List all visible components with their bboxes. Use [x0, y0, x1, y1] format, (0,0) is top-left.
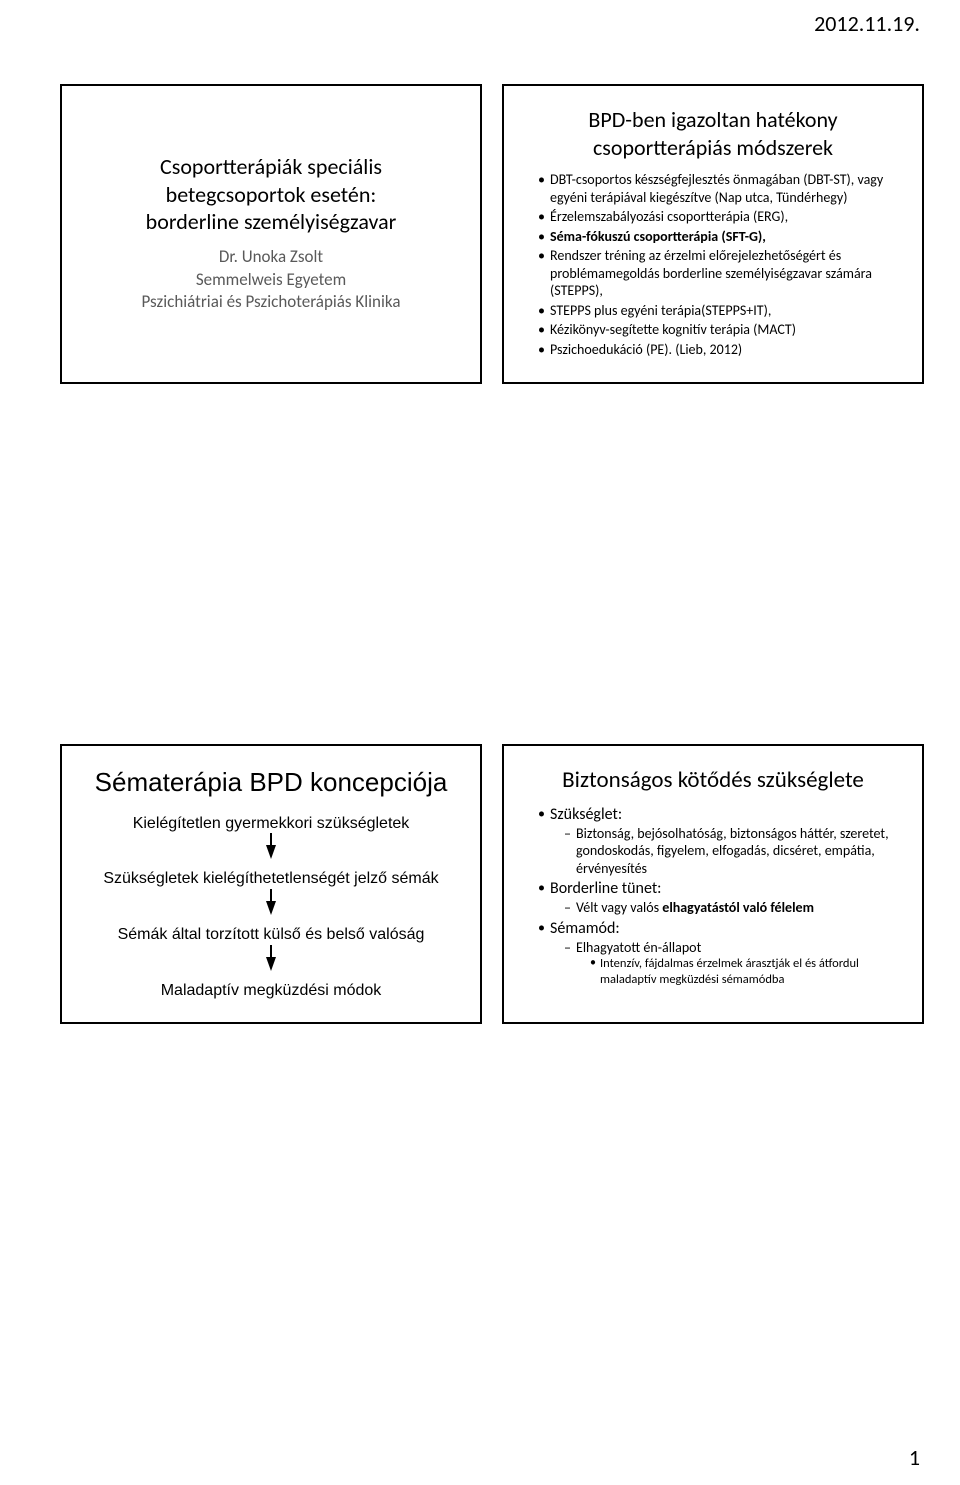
slide-1-body: Csoportterápiák speciális betegcsoportok… [82, 106, 460, 360]
down-arrow-icon [266, 901, 276, 915]
slide-1-title: Csoportterápiák speciális betegcsoportok… [82, 153, 460, 236]
slide-1: Csoportterápiák speciális betegcsoportok… [60, 84, 482, 384]
slide-2-bullets: DBT-csoportos készségfejlesztés önmagába… [524, 171, 902, 360]
concept-step: Szükségletek kielégíthetetlenségét jelző… [102, 870, 440, 888]
bullet-item: STEPPS plus egyéni terápia(STEPPS+IT), [538, 302, 902, 320]
footer-page-number: 1 [909, 1444, 920, 1471]
bullet-item: Érzelemszabályozási csoportterápia (ERG)… [538, 208, 902, 226]
symptom-pre: Vélt vagy valós [576, 899, 662, 916]
slide-1-author: Dr. Unoka Zsolt [82, 246, 460, 267]
mode-text: Elhagyatott én-állapot Intenzív, fájdalm… [564, 939, 902, 988]
affil-line: Semmelweis Egyetem [196, 269, 346, 290]
title-line: csoportterápiás módszerek [593, 134, 833, 161]
concept-step: Maladaptív megküzdési módok [102, 982, 440, 1000]
mode-line: Elhagyatott én-állapot [576, 939, 701, 956]
symptom-label: Borderline tünet: [550, 879, 661, 898]
slide-grid: Csoportterápiák speciális betegcsoportok… [60, 84, 924, 1024]
concept-step: Kielégítetlen gyermekkori szükségletek [102, 815, 440, 833]
symptom-block: Borderline tünet: Vélt vagy valós elhagy… [538, 879, 902, 917]
title-line: Csoportterápiák speciális [160, 153, 382, 180]
header-date: 2012.11.19. [814, 10, 920, 37]
need-label: Szükséglet: [550, 805, 622, 824]
handout-page: 2012.11.19. Csoportterápiák speciális be… [0, 0, 960, 1485]
bullet-item: Séma-fókuszú csoportterápia (SFT-G), [538, 228, 902, 246]
concept-step: Sémák által torzított külső és belső val… [102, 926, 440, 944]
slide-2-title: BPD-ben igazoltan hatékony csoportterápi… [524, 106, 902, 161]
slide-4-title: Biztonságos kötődés szükséglete [524, 766, 902, 795]
bullet-item: Rendszer tréning az érzelmi előrejelezhe… [538, 247, 902, 300]
slide-3: Sématerápia BPD koncepciója Kielégítetle… [60, 744, 482, 1024]
slide-3-title: Sématerápia BPD koncepciója [82, 766, 460, 799]
need-text: Biztonság, bejósolhatóság, biztonságos h… [564, 825, 902, 878]
bullet-item: Kézikönyv-segítette kognitív terápia (MA… [538, 321, 902, 339]
bullet-item: Pszichoedukáció (PE). (Lieb, 2012) [538, 341, 902, 359]
slide-2: BPD-ben igazoltan hatékony csoportterápi… [502, 84, 924, 384]
down-arrow-icon [266, 957, 276, 971]
symptom-bold: elhagyatástól való félelem [662, 899, 814, 916]
title-line: borderline személyiségzavar [146, 208, 397, 235]
slide-4: Biztonságos kötődés szükséglete Szükségl… [502, 744, 924, 1024]
mode-label: Sémamód: [550, 919, 620, 938]
slide-4-content: Szükséglet: Biztonság, bejósolhatóság, b… [524, 805, 902, 990]
symptom-text: Vélt vagy valós elhagyatástól való félel… [564, 899, 902, 917]
mode-subtext: Intenzív, fájdalmas érzelmek árasztják e… [590, 956, 902, 987]
slide-3-body: Kielégítetlen gyermekkori szükségletek S… [82, 809, 460, 1001]
slide-1-affiliation: Semmelweis Egyetem Pszichiátriai és Pszi… [82, 269, 460, 313]
down-arrow-icon [266, 845, 276, 859]
title-line: BPD-ben igazoltan hatékony [588, 106, 837, 133]
mode-block: Sémamód: Elhagyatott én-állapot Intenzív… [538, 919, 902, 988]
need-block: Szükséglet: Biztonság, bejósolhatóság, b… [538, 805, 902, 878]
affil-line: Pszichiátriai és Pszichoterápiás Klinika [142, 291, 401, 312]
title-line: betegcsoportok esetén: [166, 181, 377, 208]
bullet-item: DBT-csoportos készségfejlesztés önmagába… [538, 171, 902, 206]
